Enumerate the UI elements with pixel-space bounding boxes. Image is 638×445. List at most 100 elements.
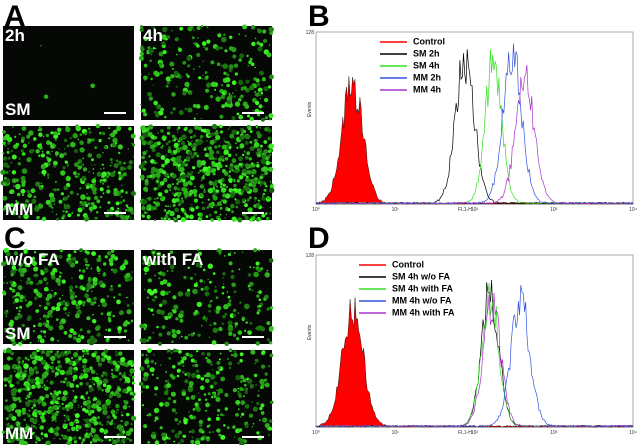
cell (164, 158, 170, 164)
cell (152, 332, 155, 334)
cell (261, 213, 266, 218)
cell (128, 405, 130, 408)
cell (204, 153, 209, 158)
cell (173, 440, 176, 443)
cell (41, 401, 47, 407)
cell (222, 63, 228, 69)
cell (28, 391, 32, 396)
cell (237, 391, 239, 393)
cell (53, 133, 59, 139)
x-tick-label: 10² (471, 430, 479, 436)
cell (78, 375, 84, 380)
cell (59, 369, 61, 371)
cell (225, 185, 228, 189)
cell (3, 198, 5, 201)
image-label: 2h (5, 26, 25, 45)
cell (120, 442, 122, 444)
cell (119, 378, 123, 381)
cell (124, 377, 131, 383)
cell (249, 281, 254, 287)
cell (176, 138, 179, 141)
cell (231, 169, 234, 172)
cell (85, 382, 89, 386)
cell (263, 378, 268, 382)
panel-letter: D (308, 222, 330, 255)
cell (166, 282, 172, 287)
cell (46, 349, 50, 354)
cell (115, 201, 120, 206)
cell (168, 315, 172, 319)
cell (125, 272, 131, 278)
cell (163, 139, 166, 141)
cell (172, 161, 177, 167)
cell (63, 205, 69, 210)
cell (110, 409, 116, 415)
cell (32, 359, 37, 365)
cell (247, 64, 250, 67)
cell (7, 156, 11, 160)
cell (263, 86, 269, 92)
cell (142, 261, 146, 265)
histogram-curve (315, 292, 634, 428)
cell (256, 82, 261, 87)
cell (147, 219, 150, 221)
cell (115, 389, 120, 394)
cell (246, 124, 251, 129)
cell (258, 304, 262, 308)
cell (29, 370, 34, 376)
cell (239, 301, 242, 304)
cell (146, 175, 150, 179)
cell (39, 318, 42, 320)
cell (118, 293, 122, 296)
cell (171, 183, 174, 186)
cell (122, 172, 127, 177)
cell (262, 192, 266, 196)
cell (220, 376, 226, 382)
cell (194, 402, 199, 407)
cell (98, 139, 102, 143)
cell (117, 207, 120, 210)
cell (245, 79, 250, 84)
cell (79, 133, 83, 136)
cell (220, 94, 226, 100)
cell (178, 110, 184, 116)
cell (12, 432, 18, 438)
cell (67, 314, 70, 317)
cell (26, 189, 31, 194)
cell (163, 217, 167, 221)
cell (167, 146, 172, 150)
cell (21, 323, 25, 328)
cell (124, 424, 127, 427)
cell (106, 311, 112, 317)
cell (126, 386, 132, 392)
cell (238, 162, 242, 167)
cell (220, 64, 223, 67)
cell (84, 184, 87, 186)
micrograph: MM (0, 123, 136, 222)
cell (238, 268, 241, 271)
cell (255, 92, 260, 97)
cell (178, 349, 182, 354)
cell (190, 358, 195, 363)
cell (89, 366, 93, 370)
cell (26, 387, 31, 391)
cell (23, 213, 29, 220)
cell (170, 111, 174, 115)
cell (244, 424, 249, 429)
cell (167, 183, 172, 189)
cell (82, 167, 88, 172)
cell (259, 200, 261, 202)
cell (96, 332, 102, 337)
cell (144, 376, 149, 381)
cell (171, 67, 174, 70)
cell (258, 104, 263, 109)
cell (19, 305, 23, 309)
cell (143, 267, 146, 270)
cell (269, 118, 272, 121)
cell (149, 174, 153, 178)
cell (149, 144, 154, 149)
cell (3, 367, 5, 369)
cell (27, 264, 31, 268)
cell (225, 213, 228, 216)
cell (106, 185, 110, 189)
